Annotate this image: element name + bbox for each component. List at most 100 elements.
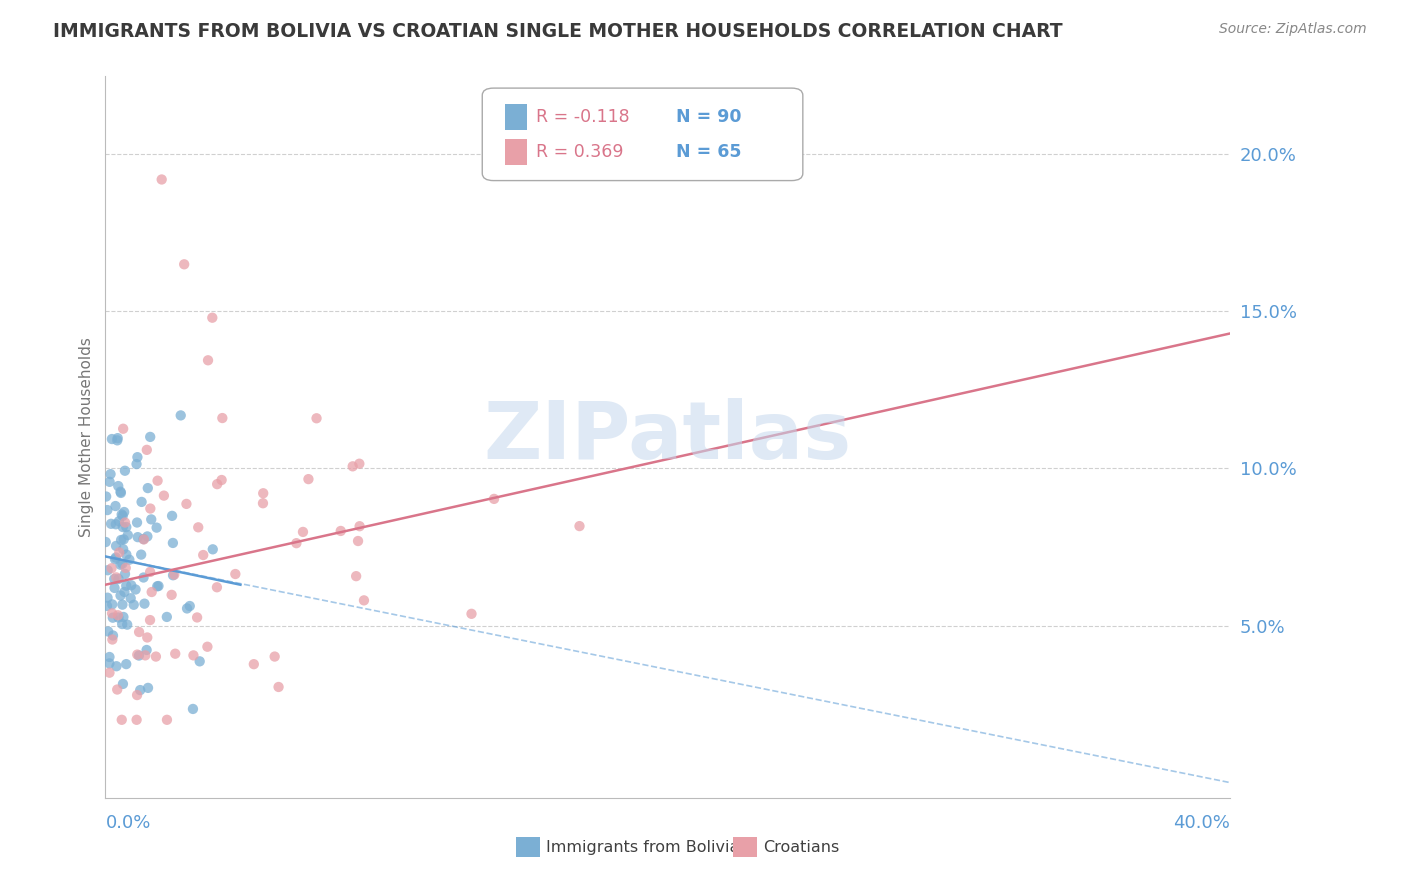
Point	[263, 649, 285, 664]
Point	[105, 682, 128, 697]
Point	[160, 588, 183, 602]
Point	[135, 643, 157, 657]
Point	[98, 657, 121, 671]
Point	[112, 542, 135, 557]
Point	[115, 520, 138, 534]
Point	[141, 512, 163, 526]
Point	[193, 548, 215, 562]
Point	[111, 713, 134, 727]
Point	[115, 657, 138, 672]
Point	[163, 567, 186, 582]
Point	[128, 625, 150, 640]
Point	[111, 598, 134, 612]
Point	[127, 648, 149, 662]
Point	[267, 680, 290, 694]
Point	[104, 499, 127, 513]
Point	[98, 650, 121, 665]
Point	[97, 624, 120, 639]
Point	[112, 422, 135, 436]
Point	[127, 450, 149, 465]
Point	[568, 519, 591, 533]
Text: R = -0.118: R = -0.118	[536, 108, 630, 126]
Point	[127, 530, 149, 544]
Point	[107, 479, 129, 493]
FancyBboxPatch shape	[482, 88, 803, 180]
Point	[112, 533, 135, 547]
Point	[211, 411, 233, 425]
Text: 0.0%: 0.0%	[105, 814, 150, 832]
Point	[146, 474, 169, 488]
Point	[94, 535, 117, 549]
Point	[183, 648, 205, 663]
Bar	[505, 138, 527, 164]
Point	[115, 579, 138, 593]
Point	[162, 568, 184, 582]
Point	[111, 557, 134, 571]
Point	[201, 542, 224, 557]
Point	[101, 632, 124, 647]
Point	[141, 585, 163, 599]
Point	[139, 430, 162, 444]
Point	[112, 505, 135, 519]
Bar	[516, 837, 540, 857]
Point	[100, 516, 122, 531]
Point	[101, 598, 124, 612]
Point	[125, 713, 148, 727]
Point	[179, 599, 201, 613]
Y-axis label: Single Mother Households: Single Mother Households	[79, 337, 94, 537]
Point	[342, 459, 364, 474]
Point	[118, 552, 141, 566]
Bar	[505, 104, 527, 130]
Point	[145, 521, 167, 535]
Text: ZIPatlas: ZIPatlas	[484, 398, 852, 476]
Point	[111, 520, 134, 534]
Text: N = 65: N = 65	[676, 143, 741, 161]
Point	[211, 473, 233, 487]
Point	[125, 457, 148, 471]
Point	[115, 548, 138, 562]
Text: Source: ZipAtlas.com: Source: ZipAtlas.com	[1219, 22, 1367, 37]
Point	[96, 599, 118, 613]
Point	[160, 508, 183, 523]
Point	[128, 648, 150, 663]
Point	[135, 442, 157, 457]
Point	[96, 490, 118, 504]
Point	[100, 561, 122, 575]
Point	[285, 536, 308, 550]
Point	[131, 495, 153, 509]
Point	[114, 566, 136, 581]
Point	[105, 659, 128, 673]
Point	[101, 432, 124, 446]
Point	[150, 172, 173, 186]
Point	[188, 654, 211, 668]
Text: IMMIGRANTS FROM BOLIVIA VS CROATIAN SINGLE MOTHER HOUSEHOLDS CORRELATION CHART: IMMIGRANTS FROM BOLIVIA VS CROATIAN SING…	[53, 22, 1063, 41]
Point	[107, 572, 129, 586]
Point	[103, 572, 125, 586]
Point	[129, 548, 152, 562]
Point	[97, 563, 120, 577]
Point	[114, 561, 136, 575]
Text: N = 90: N = 90	[676, 108, 741, 126]
Point	[139, 565, 162, 579]
Point	[146, 579, 169, 593]
Point	[105, 434, 128, 448]
Point	[136, 631, 159, 645]
Point	[347, 534, 370, 549]
Point	[201, 310, 224, 325]
Point	[111, 617, 134, 632]
Bar	[733, 837, 756, 857]
Point	[107, 608, 129, 623]
Point	[181, 702, 204, 716]
Point	[134, 597, 156, 611]
Point	[110, 533, 132, 547]
Point	[122, 598, 145, 612]
Point	[104, 552, 127, 566]
Point	[111, 677, 134, 691]
Point	[197, 353, 219, 368]
Point	[112, 610, 135, 624]
Point	[110, 558, 132, 572]
Point	[108, 545, 131, 559]
Point	[101, 610, 124, 624]
Point	[197, 640, 219, 654]
Point	[114, 464, 136, 478]
